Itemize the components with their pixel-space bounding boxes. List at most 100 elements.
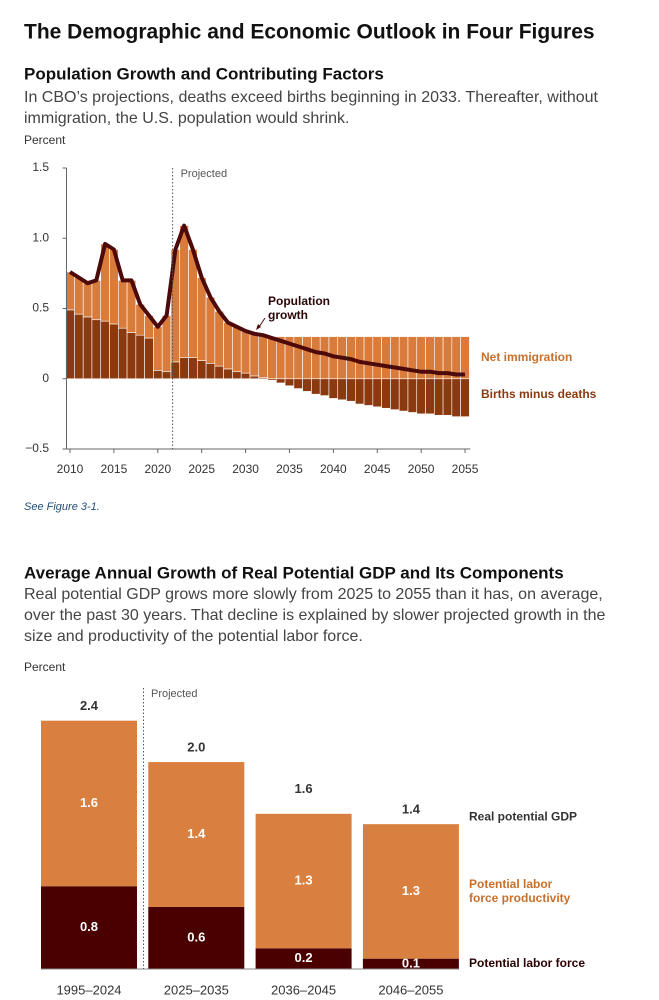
x-tick-label: 2030 — [232, 462, 259, 476]
bar-segment — [372, 378, 382, 408]
x-tick-label: 2040 — [320, 462, 347, 476]
bar-segment — [117, 327, 128, 380]
chart-title: Population Growth and Contributing Facto… — [24, 64, 384, 83]
bar-segment — [223, 368, 233, 380]
segment-label: 1.6 — [80, 795, 98, 810]
bar-segment — [381, 378, 391, 409]
segment-label: 0.6 — [187, 929, 205, 944]
chart-description: Real potential GDP grows more slowly fro… — [24, 586, 606, 645]
bar-segment — [460, 378, 470, 417]
chart-description: In CBO’s projections, deaths exceed birt… — [24, 89, 598, 127]
bar-segment — [240, 330, 251, 374]
label-arrow — [258, 317, 266, 328]
bar-segment — [117, 280, 128, 329]
bar-segment — [390, 378, 400, 410]
bar-segment — [355, 336, 365, 380]
legend-label: Real potential GDP — [469, 809, 577, 823]
note: See Figure 3-1. — [24, 501, 100, 513]
y-tick-label: 1.0 — [32, 230, 49, 244]
bar-segment — [232, 326, 242, 373]
bar-segment — [416, 378, 426, 415]
legend-label: Net immigration — [481, 350, 572, 364]
y-tick-label: 0 — [42, 371, 49, 385]
bar-segment — [362, 824, 459, 959]
bar-segment — [337, 378, 347, 401]
bar-segment — [148, 762, 245, 907]
legend-label: Potential labor force productivity — [469, 877, 571, 906]
bar-segment — [311, 378, 321, 395]
bar-segment — [407, 378, 418, 413]
bar-segment — [100, 320, 110, 380]
x-tick-label: 2036–2045 — [271, 982, 336, 997]
page-title: The Demographic and Economic Outlook in … — [24, 21, 595, 44]
bar-segment — [372, 336, 382, 380]
bar-segment — [390, 336, 400, 380]
bar-segment — [363, 378, 374, 406]
bar-segment — [355, 378, 365, 405]
total-label: 2.4 — [80, 698, 99, 713]
bar-segment — [126, 332, 137, 380]
x-tick-label: 2020 — [144, 462, 171, 476]
segment-label: 0.1 — [402, 955, 420, 970]
bar-segment — [460, 336, 470, 380]
bar-segment — [346, 378, 356, 402]
bar-segment — [148, 906, 245, 969]
segment-label: 0.8 — [80, 919, 98, 934]
legend-label: Potential labor force — [469, 956, 585, 970]
y-tick-label: 0.5 — [32, 301, 49, 315]
bar-segment — [442, 378, 453, 416]
bar-segment — [196, 360, 207, 380]
x-tick-label: 2035 — [276, 462, 303, 476]
x-tick-label: 2045 — [364, 462, 391, 476]
bar-segment — [276, 378, 286, 384]
projection-label: Projected — [181, 168, 227, 180]
segment-label: 1.4 — [187, 826, 206, 841]
bar-segment — [214, 311, 224, 367]
bar-segment — [362, 958, 459, 969]
bar-segment — [293, 336, 303, 380]
bar-segment — [240, 372, 251, 380]
bar-segment — [205, 296, 216, 364]
bar-segment — [451, 378, 461, 417]
bar-segment — [223, 322, 233, 370]
bar-segment — [179, 225, 189, 358]
bar-segment — [258, 334, 268, 378]
total-label: 2.0 — [187, 740, 205, 755]
legend-label: Births minus deaths — [481, 387, 597, 401]
bar-segment — [255, 813, 352, 949]
segment-label: 1.3 — [402, 883, 420, 898]
bar-segment — [293, 378, 303, 389]
y-tick-label: 1.5 — [32, 160, 49, 174]
bar-segment — [135, 334, 145, 380]
y-tick-label: −0.5 — [25, 441, 49, 455]
bar-segment — [425, 378, 435, 415]
bar-segment — [82, 316, 93, 380]
bar-segment — [196, 277, 207, 361]
bar-segment — [153, 326, 163, 371]
bar-segment — [205, 362, 216, 380]
bar-segment — [319, 378, 330, 396]
arrow-head — [256, 324, 261, 330]
bar-segment — [363, 336, 374, 380]
bar-segment — [74, 277, 84, 315]
y-axis-label: Percent — [24, 660, 66, 674]
total-label: 1.6 — [295, 781, 313, 796]
bar-segment — [91, 280, 102, 321]
bar-segment — [232, 371, 242, 380]
bar-segment — [179, 357, 189, 380]
x-tick-label: 2010 — [57, 462, 84, 476]
bar-segment — [161, 315, 172, 373]
line-label: Population growth — [268, 294, 330, 322]
total-label: 1.4 — [402, 802, 421, 817]
bar-segment — [161, 371, 172, 380]
bar-segment — [311, 336, 321, 380]
bar-segment — [214, 365, 224, 380]
chart-title: Average Annual Growth of Real Potential … — [24, 563, 564, 582]
y-axis-label: Percent — [24, 133, 66, 147]
bar-segment — [41, 720, 137, 887]
bar-segment — [319, 336, 330, 380]
bar-segment — [74, 313, 84, 380]
bar-segment — [249, 333, 260, 377]
